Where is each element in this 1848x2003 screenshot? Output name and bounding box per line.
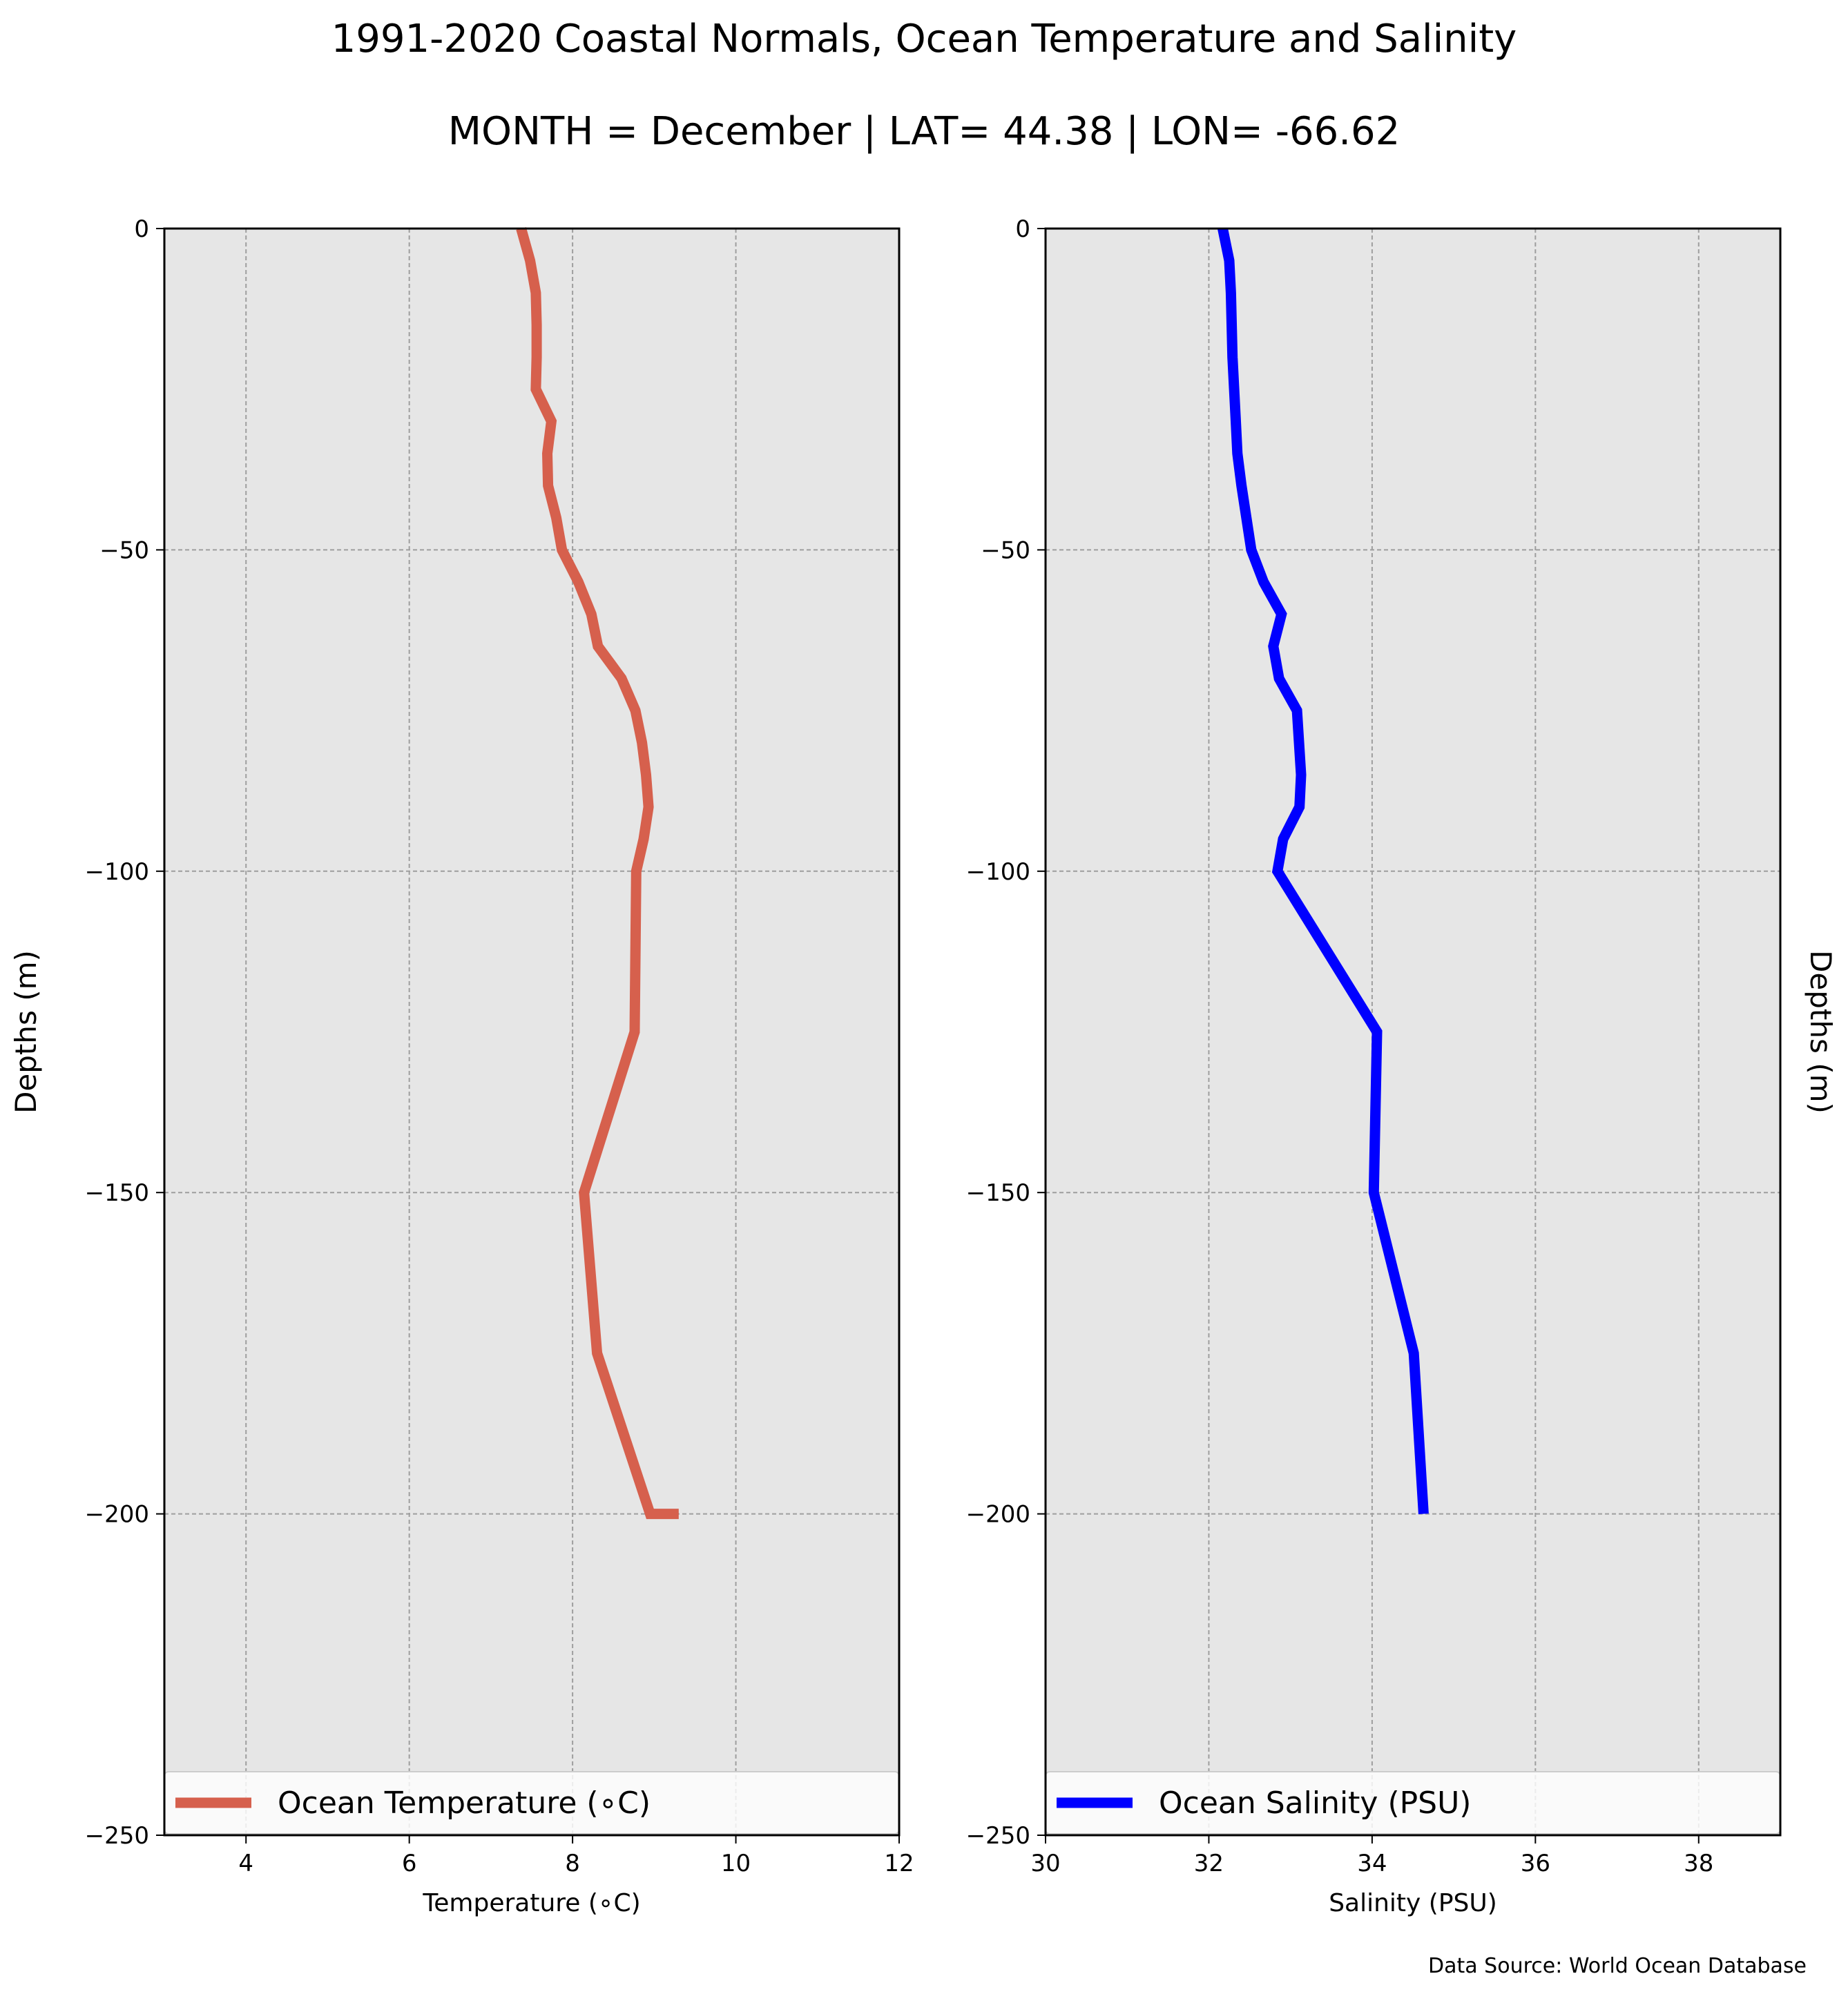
x-tick-label: 36 [1521,1850,1550,1877]
legend: Ocean Salinity (PSU) [1045,1771,1781,1835]
x-tick-label: 38 [1684,1850,1713,1877]
y-axis-label: Depths (m) [1804,950,1838,1114]
axes-frame [1044,227,1782,1837]
x-tick-label: 12 [884,1850,914,1877]
x-tick-label: 8 [565,1850,580,1877]
y-tick-label: −100 [966,858,1030,886]
plot-area [1046,229,1780,1835]
y-tick-label: −50 [981,536,1030,564]
y-tick-label: 0 [134,215,149,243]
data-source-note: Data Source: World Ocean Database [1428,1954,1807,1978]
figure-subtitle: MONTH = December | LAT= 44.38 | LON= -66… [447,109,1401,154]
y-tick-label: 0 [1015,215,1030,243]
y-tick-label: −250 [966,1822,1030,1850]
y-tick-label: −200 [966,1501,1030,1529]
y-tick-label: −100 [85,858,149,886]
x-tick-label: 4 [238,1850,253,1877]
y-tick-label: −150 [966,1179,1030,1207]
y-tick-label: −50 [99,536,149,564]
series-line [1217,227,1429,1515]
axes-frame [163,227,901,1837]
x-tick-label: 30 [1030,1850,1060,1877]
y-tick-label: −200 [85,1501,149,1529]
legend-label: Ocean Temperature (∘C) [278,1786,651,1821]
legend-label: Ocean Salinity (PSU) [1159,1786,1471,1821]
figure-title: 1991-2020 Coastal Normals, Ocean Tempera… [331,17,1517,61]
chart-panel-1: Ocean Temperature (∘C) 4 6 8 10 12 0 −50 −100 −15… [9,215,914,1917]
x-tick-label: 34 [1357,1850,1387,1877]
legend: Ocean Temperature (∘C) [164,1771,900,1835]
y-tick-label: −150 [85,1179,149,1207]
series-line [516,226,679,1520]
y-axis-label: Depths (m) [9,950,43,1114]
x-axis-label: Temperature (∘C) [422,1889,640,1917]
x-tick-label: 10 [721,1850,751,1877]
x-tick-label: 6 [402,1850,417,1877]
x-axis-label: Salinity (PSU) [1329,1889,1497,1917]
plot-area [164,229,899,1835]
chart-panel-2: Ocean Salinity (PSU) 30 32 34 36 38 0 −50 −100 −1… [966,215,1838,1917]
x-tick-label: 32 [1194,1850,1224,1877]
y-tick-label: −250 [85,1822,149,1850]
